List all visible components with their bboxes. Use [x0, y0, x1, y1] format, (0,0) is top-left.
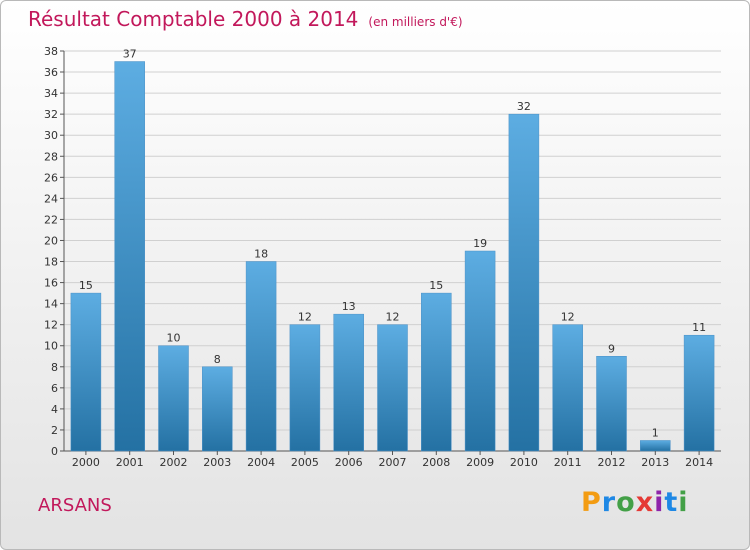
- x-tick-label: 2013: [641, 456, 669, 469]
- bar: [70, 292, 102, 452]
- y-tick-label: 12: [44, 319, 58, 332]
- x-tick-label: 2012: [598, 456, 626, 469]
- x-tick-label: 2002: [160, 456, 188, 469]
- y-tick-label: 24: [44, 192, 58, 205]
- x-tick-label: 2010: [510, 456, 538, 469]
- y-tick-label: 18: [44, 256, 58, 269]
- bar: [683, 334, 715, 452]
- y-tick-label: 8: [51, 361, 58, 374]
- x-tick-label: 2008: [422, 456, 450, 469]
- x-tick-label: 2005: [291, 456, 319, 469]
- y-tick-label: 26: [44, 171, 58, 184]
- proxiti-logo: Proxiti: [581, 487, 689, 518]
- y-tick-label: 38: [44, 45, 58, 58]
- logo-letter: o: [616, 487, 636, 518]
- x-tick-label: 2006: [335, 456, 363, 469]
- x-tick-label: 2003: [203, 456, 231, 469]
- bar: [158, 345, 189, 452]
- x-tick-label: 2001: [116, 456, 144, 469]
- y-tick-label: 36: [44, 66, 58, 79]
- data-label: 37: [123, 48, 137, 61]
- data-label: 9: [608, 342, 615, 355]
- x-tick-label: 2004: [247, 456, 275, 469]
- y-tick-label: 32: [44, 108, 58, 121]
- logo-letter: x: [635, 487, 655, 518]
- logo-letter: i: [654, 487, 665, 518]
- data-label: 13: [342, 300, 356, 313]
- data-label: 1: [652, 426, 659, 439]
- x-tick-label: 2011: [554, 456, 582, 469]
- y-tick-label: 16: [44, 277, 58, 290]
- bar: [640, 440, 671, 452]
- bar: [333, 313, 364, 452]
- data-label: 32: [517, 100, 531, 113]
- data-label: 15: [79, 279, 93, 292]
- bar: [289, 324, 321, 452]
- title-text: Résultat Comptable 2000 à 2014: [28, 7, 359, 31]
- y-tick-label: 6: [51, 382, 58, 395]
- data-label: 10: [167, 332, 181, 345]
- data-label: 11: [692, 321, 706, 334]
- data-label: 19: [473, 237, 487, 250]
- data-label: 12: [386, 311, 400, 324]
- y-tick-label: 10: [44, 340, 58, 353]
- logo-letter: i: [678, 487, 689, 518]
- bar: [596, 356, 627, 452]
- y-tick-label: 30: [44, 129, 58, 142]
- bar: [508, 113, 540, 452]
- bar: [202, 366, 233, 452]
- bar: [421, 292, 452, 452]
- data-label: 12: [561, 311, 575, 324]
- chart-title: Résultat Comptable 2000 à 2014 (en millie…: [28, 7, 463, 31]
- bar: [114, 61, 145, 452]
- logo-letter: t: [664, 487, 679, 518]
- y-tick-label: 4: [51, 403, 58, 416]
- x-tick-label: 2007: [379, 456, 407, 469]
- y-tick-label: 22: [44, 213, 58, 226]
- y-tick-label: 28: [44, 150, 58, 163]
- x-tick-label: 2000: [72, 456, 100, 469]
- y-tick-label: 34: [44, 87, 58, 100]
- bar: [552, 324, 583, 452]
- bar: [377, 324, 408, 452]
- x-tick-label: 2014: [685, 456, 713, 469]
- location-name: ARSANS: [38, 495, 112, 516]
- bar: [245, 261, 277, 452]
- data-label: 12: [298, 311, 312, 324]
- y-tick-label: 14: [44, 298, 58, 311]
- data-label: 18: [254, 248, 268, 261]
- y-tick-label: 0: [51, 445, 58, 458]
- y-tick-label: 2: [51, 424, 58, 437]
- y-tick-label: 20: [44, 234, 58, 247]
- data-label: 15: [429, 279, 443, 292]
- x-tick-label: 2009: [466, 456, 494, 469]
- bar: [464, 250, 496, 452]
- data-label: 8: [214, 353, 221, 366]
- logo-letter: P: [581, 487, 602, 518]
- logo-letter: r: [601, 487, 617, 518]
- title-unit: (en milliers d'€): [368, 15, 463, 29]
